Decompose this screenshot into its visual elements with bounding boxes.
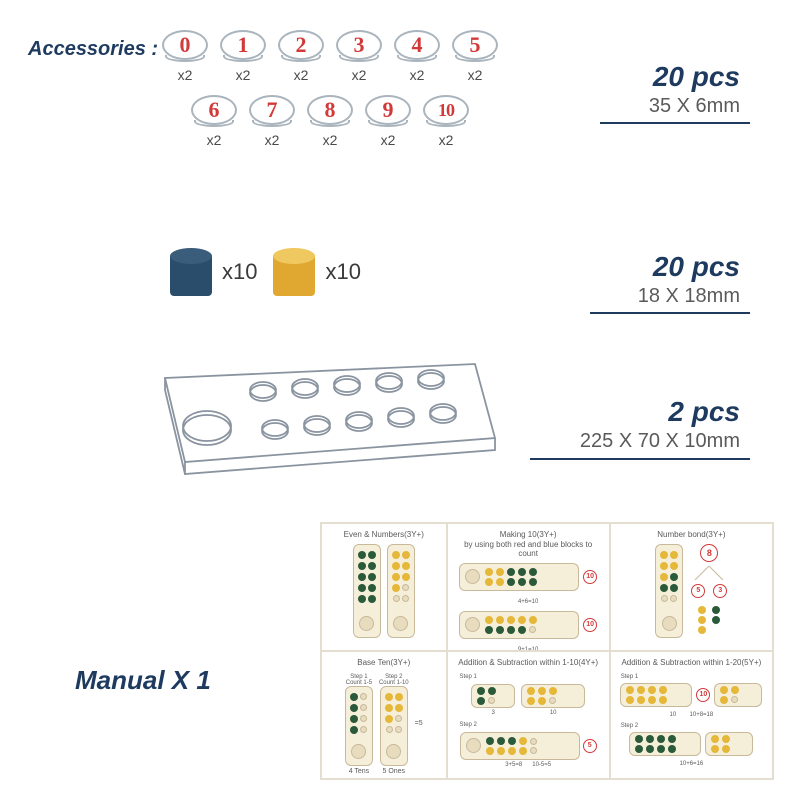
cylinder-blue: x10	[170, 248, 257, 296]
manual-page-making-10: Making 10(3Y+) by using both red and blu…	[447, 523, 610, 651]
number-chip-8: 8x2	[305, 95, 355, 148]
number-chip-0: 0x2	[160, 30, 210, 83]
chip-quantity: x2	[468, 67, 483, 83]
cylinder-count: x10	[222, 259, 257, 285]
label-accessories: Accessories :	[28, 38, 158, 61]
cylinders-area: x10 x10	[170, 248, 361, 296]
chip-quantity: x2	[236, 67, 251, 83]
number-chip-4: 4x2	[392, 30, 442, 83]
chip-quantity: x2	[352, 67, 367, 83]
divider	[530, 458, 750, 460]
number-chip-3: 3x2	[334, 30, 384, 83]
board-illustration	[125, 350, 505, 505]
chips-quantity-block: 20 pcs 35 X 6mm	[649, 60, 740, 118]
manual-page-title: Number bond(3Y+)	[657, 530, 725, 540]
cylinder-yellow: x10	[273, 248, 360, 296]
manual-page-title: Base Ten(3Y+)	[357, 658, 410, 668]
manual-page-base-ten: Base Ten(3Y+) Step 1Count 1-5 4 Tens Ste…	[321, 651, 447, 779]
cylinder-count: x10	[325, 259, 360, 285]
manual-page-title: Addition & Subtraction within 1-20(5Y+)	[621, 658, 761, 668]
board-dimensions: 225 X 70 X 10mm	[580, 429, 740, 453]
number-chip-9: 9x2	[363, 95, 413, 148]
manual-page-title: Even & Numbers(3Y+)	[344, 530, 424, 540]
number-chip-6: 6x2	[189, 95, 239, 148]
manual-page-title: Making 10(3Y+) by using both red and blu…	[454, 530, 603, 559]
number-chip-5: 5x2	[450, 30, 500, 83]
chips-count: 20 pcs	[649, 60, 740, 94]
cylinders-count: 20 pcs	[638, 250, 740, 284]
label-manual: Manual X 1	[75, 665, 211, 696]
manual-page-addition-1-10: Addition & Subtraction within 1-10(4Y+) …	[447, 651, 610, 779]
chip-quantity: x2	[381, 132, 396, 148]
number-chips-area: 0x21x22x23x24x25x2 6x27x28x29x210x2	[160, 30, 500, 152]
board-count: 2 pcs	[580, 395, 740, 429]
chip-quantity: x2	[323, 132, 338, 148]
chip-quantity: x2	[410, 67, 425, 83]
manual-pages: Even & Numbers(3Y+) Making 10(3Y+) by us	[320, 522, 774, 780]
chip-quantity: x2	[207, 132, 222, 148]
chip-quantity: x2	[439, 132, 454, 148]
cylinders-quantity-block: 20 pcs 18 X 18mm	[638, 250, 740, 308]
manual-page-even-numbers: Even & Numbers(3Y+)	[321, 523, 447, 651]
number-chip-2: 2x2	[276, 30, 326, 83]
number-chip-10: 10x2	[421, 95, 471, 148]
manual-page-title: Addition & Subtraction within 1-10(4Y+)	[458, 658, 598, 668]
chip-quantity: x2	[178, 67, 193, 83]
chips-dimensions: 35 X 6mm	[649, 94, 740, 118]
chip-quantity: x2	[294, 67, 309, 83]
cylinders-dimensions: 18 X 18mm	[638, 284, 740, 308]
manual-page-number-bond: Number bond(3Y+) 8 5 3	[610, 523, 773, 651]
chip-quantity: x2	[265, 132, 280, 148]
divider	[600, 122, 750, 124]
number-chip-1: 1x2	[218, 30, 268, 83]
manual-page-addition-1-20: Addition & Subtraction within 1-20(5Y+) …	[610, 651, 773, 779]
divider	[590, 312, 750, 314]
number-chip-7: 7x2	[247, 95, 297, 148]
board-quantity-block: 2 pcs 225 X 70 X 10mm	[580, 395, 740, 453]
